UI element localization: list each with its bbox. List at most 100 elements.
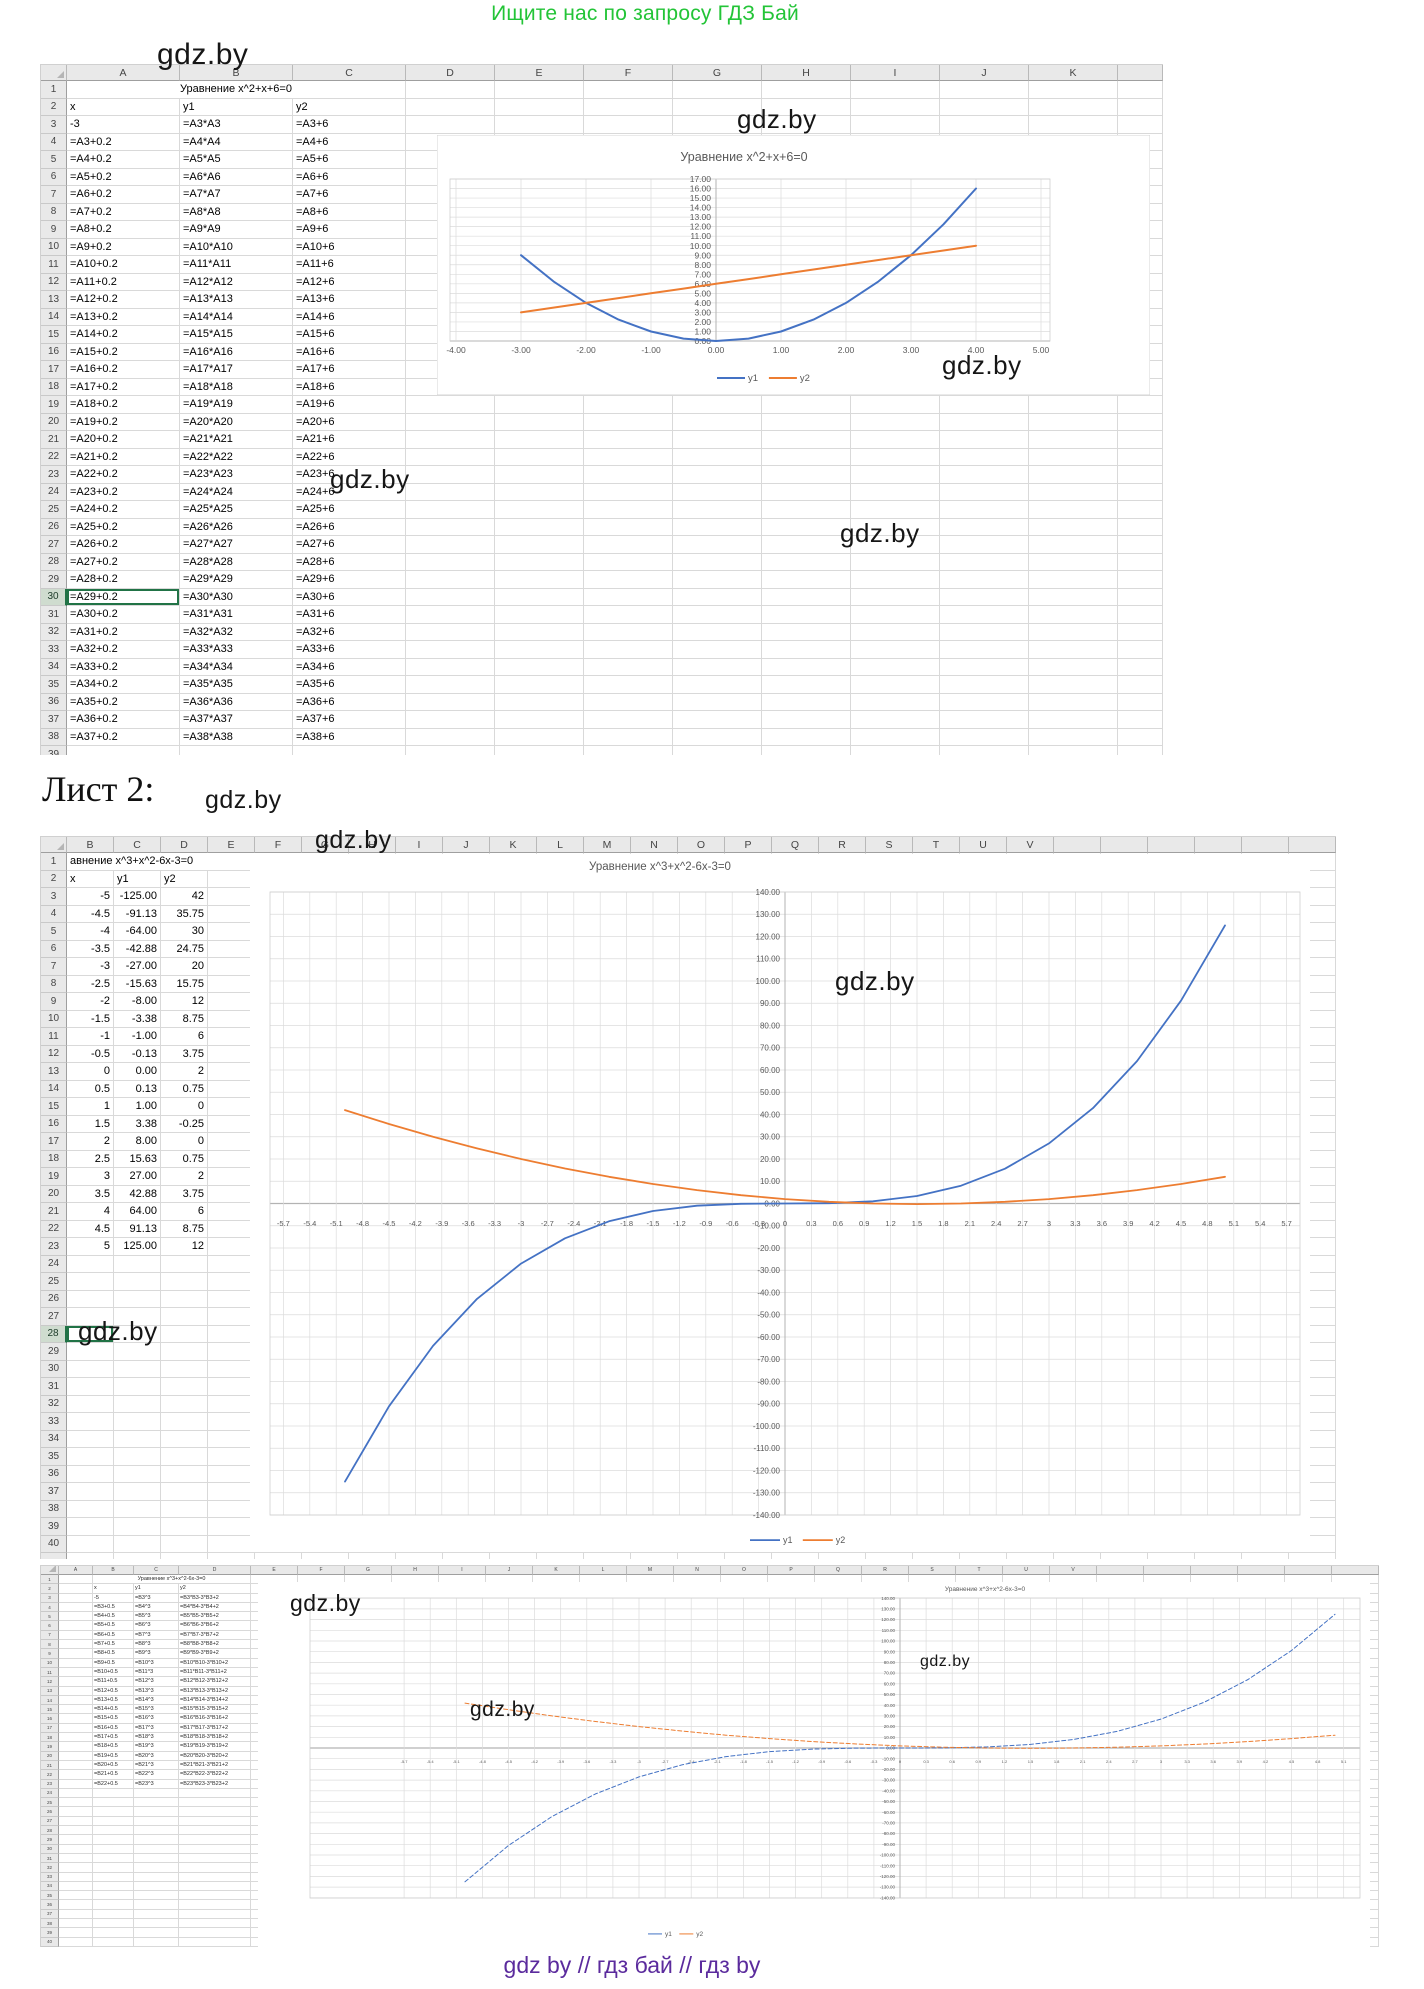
row-number: 12 — [41, 1045, 67, 1063]
svg-text:20.00: 20.00 — [884, 1724, 896, 1729]
cell: =B16*B16-3*B16+2 — [179, 1714, 251, 1724]
cell: =A16+0.2 — [67, 361, 180, 379]
cell — [1029, 553, 1118, 571]
column-letter: D — [179, 1566, 251, 1575]
row-number: 2 — [41, 1584, 59, 1594]
cell — [208, 1168, 255, 1186]
cell — [762, 606, 851, 624]
column-letter — [1238, 1566, 1285, 1575]
cell — [406, 571, 495, 589]
chart2-svg: -140.00 -130.00 -120.00 -110.00 -100.00 -90.0… — [250, 854, 1310, 1552]
column-letter: J — [486, 1566, 533, 1575]
column-letter: E — [208, 837, 255, 853]
cell: -125.00 — [114, 888, 161, 906]
cell — [1118, 588, 1163, 606]
cell — [59, 1649, 93, 1659]
row-number: 26 — [41, 1807, 59, 1817]
cell — [179, 1881, 251, 1892]
cell: =A15*A15 — [180, 326, 293, 344]
cell — [940, 676, 1029, 694]
cell — [114, 1308, 161, 1326]
cell — [673, 413, 762, 431]
cell — [161, 1535, 208, 1553]
cell — [67, 1465, 114, 1483]
cell — [1118, 431, 1163, 449]
column-letter: H — [349, 837, 396, 853]
gdz-watermark: gdz.by — [470, 1698, 535, 1721]
series-y1 — [520, 187, 977, 342]
svg-text:4.8: 4.8 — [1315, 1759, 1321, 1764]
cell — [940, 588, 1029, 606]
row-number: 3 — [41, 1593, 59, 1603]
column-letter: A — [59, 1566, 93, 1575]
cell — [59, 1705, 93, 1715]
cell — [406, 98, 495, 116]
cell — [179, 1872, 251, 1882]
cell — [584, 606, 673, 624]
cell — [114, 1535, 161, 1553]
cell — [114, 1325, 161, 1343]
cell: 15.63 — [114, 1150, 161, 1168]
svg-text:0.9: 0.9 — [976, 1759, 982, 1764]
row-number: 3 — [41, 888, 67, 906]
cell — [725, 1553, 772, 1559]
svg-text:0.6: 0.6 — [949, 1759, 955, 1764]
cell: =A36*A36 — [180, 693, 293, 711]
column-letter: S — [909, 1566, 956, 1575]
svg-text:-50.00: -50.00 — [882, 1799, 895, 1804]
cell: =A18+6 — [293, 378, 406, 396]
cell: =A31+0.2 — [67, 623, 180, 641]
row-number: 15 — [41, 1705, 59, 1715]
cell — [59, 1788, 93, 1799]
cell: =A27+6 — [293, 536, 406, 554]
cell — [134, 1900, 179, 1910]
svg-text:-5.7: -5.7 — [277, 1219, 290, 1228]
cell: =A11+6 — [293, 256, 406, 274]
cell — [59, 1677, 93, 1687]
cell: y2 — [161, 870, 208, 888]
cell: =A16+6 — [293, 343, 406, 361]
gdz-watermark: gdz.by — [920, 1653, 971, 1670]
cell — [495, 623, 584, 641]
svg-text:3: 3 — [1047, 1219, 1051, 1228]
cell — [762, 536, 851, 554]
svg-text:-2.7: -2.7 — [662, 1759, 670, 1764]
svg-text:14.00: 14.00 — [690, 203, 712, 213]
cell — [114, 1395, 161, 1413]
column-letter: C — [134, 1566, 179, 1575]
cell — [1148, 1553, 1195, 1559]
cell: =B3*B3-3*B3+2 — [179, 1593, 251, 1603]
cell: 12 — [161, 993, 208, 1011]
cell — [940, 518, 1029, 536]
row-number: 24 — [41, 1255, 67, 1273]
cell — [1029, 431, 1118, 449]
cell — [1289, 888, 1336, 906]
cell — [406, 396, 495, 414]
gdz-watermark: gdz.by — [942, 350, 1022, 380]
cell — [67, 1518, 114, 1536]
cell — [940, 396, 1029, 414]
sheet-row: 2 x y1 y2 — [41, 98, 1163, 116]
cell: =B18^3 — [134, 1733, 179, 1743]
cell: -1.00 — [114, 1028, 161, 1046]
svg-text:4.2: 4.2 — [1149, 1219, 1159, 1228]
sheet-row: 38 =A37+0.2 =A38*A38 =A38+6 — [41, 728, 1163, 746]
cell: =A6*A6 — [180, 168, 293, 186]
cell — [940, 116, 1029, 134]
cell — [406, 623, 495, 641]
cell: =B4+0.5 — [93, 1612, 134, 1622]
cell — [940, 571, 1029, 589]
cell: =B21+0.5 — [93, 1770, 134, 1780]
chart1-svg: 0.001.002.003.004.005.006.007.008.009.00… — [436, 134, 1151, 396]
svg-text:0.00: 0.00 — [694, 336, 711, 346]
svg-text:-50.00: -50.00 — [757, 1311, 780, 1320]
cell — [584, 81, 673, 99]
cell — [584, 466, 673, 484]
cell — [93, 1798, 134, 1808]
cell — [396, 1553, 443, 1559]
svg-text:1.00: 1.00 — [773, 345, 790, 355]
cell — [1118, 378, 1163, 396]
column-letter — [1054, 837, 1101, 853]
cell — [851, 501, 940, 519]
svg-text:-2.7: -2.7 — [541, 1219, 554, 1228]
